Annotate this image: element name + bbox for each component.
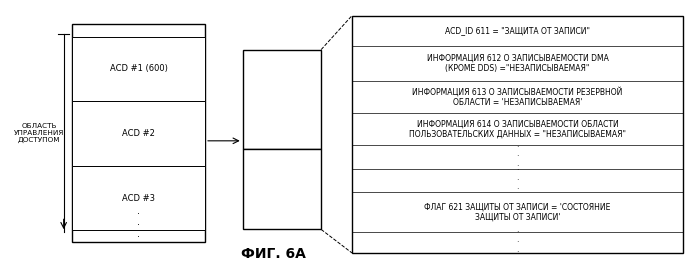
Text: ИНФОРМАЦИЯ 613 О ЗАПИСЫВАЕМОСТИ РЕЗЕРВНОЙ
ОБЛАСТИ = 'НЕЗАПИСЫВАЕМАЯ': ИНФОРМАЦИЯ 613 О ЗАПИСЫВАЕМОСТИ РЕЗЕРВНО… xyxy=(413,86,622,107)
Bar xyxy=(72,37,205,101)
Text: ИНФОРМАЦИЯ 614 О ЗАПИСЫВАЕМОСТИ ОБЛАСТИ
ПОЛЬЗОВАТЕЛЬСКИХ ДАННЫХ = "НЕЗАПИСЫВАЕМА: ИНФОРМАЦИЯ 614 О ЗАПИСЫВАЕМОСТИ ОБЛАСТИ … xyxy=(409,119,626,139)
Text: ·
·
·: · · · xyxy=(137,209,140,242)
Text: ФЛАГ 621 ЗАЩИТЫ ОТ ЗАПИСИ = 'СОСТОЯНИЕ
ЗАЩИТЫ ОТ ЗАПИСИ': ФЛАГ 621 ЗАЩИТЫ ОТ ЗАПИСИ = 'СОСТОЯНИЕ З… xyxy=(424,202,611,222)
Text: ACD #2: ACD #2 xyxy=(122,129,155,138)
Bar xyxy=(243,149,321,230)
Text: ACD #1 (600): ACD #1 (600) xyxy=(109,64,167,73)
Text: ·
·
·: · · · xyxy=(516,166,519,194)
Text: ОБЛАСТЬ
УПРАВЛЕНИЯ
ДОСТУПОМ: ОБЛАСТЬ УПРАВЛЕНИЯ ДОСТУПОМ xyxy=(14,123,64,143)
Text: ·
·
·: · · · xyxy=(516,228,519,257)
Text: ·
·
·: · · · xyxy=(516,143,519,171)
Text: ИНФОРМАЦИЯ 612 О ЗАПИСЫВАЕМОСТИ DMA
(КРОМЕ DDS) ="НЕЗАПИСЫВАЕМАЯ": ИНФОРМАЦИЯ 612 О ЗАПИСЫВАЕМОСТИ DMA (КРО… xyxy=(427,53,608,73)
Bar xyxy=(352,16,683,253)
Bar xyxy=(243,49,321,149)
Bar xyxy=(72,23,205,243)
Bar xyxy=(72,166,205,230)
Text: ФИГ. 6A: ФИГ. 6A xyxy=(241,247,306,261)
Bar xyxy=(72,101,205,166)
Text: ОБЩАЯ
ИНФОРМАЦИЯ
(610): ОБЩАЯ ИНФОРМАЦИЯ (610) xyxy=(253,84,311,114)
Text: ОСОБАЯ
ИНФОРМАЦИЯ
(620): ОСОБАЯ ИНФОРМАЦИЯ (620) xyxy=(253,174,311,204)
Text: ACD_ID 611 = "ЗАЩИТА ОТ ЗАПИСИ": ACD_ID 611 = "ЗАЩИТА ОТ ЗАПИСИ" xyxy=(445,26,590,35)
Text: ACD #3: ACD #3 xyxy=(122,194,155,203)
